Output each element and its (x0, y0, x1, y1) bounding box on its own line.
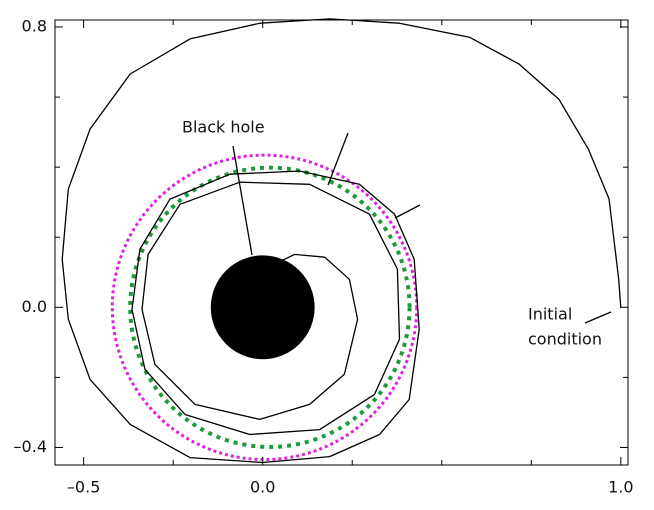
y-tick-label: –0.4 (14, 437, 47, 456)
pointers (232, 132, 612, 324)
circle (210, 255, 315, 360)
plot-frame (54, 19, 629, 466)
annotation: condition (528, 330, 602, 349)
annotation: Black hole (182, 118, 265, 137)
pointer (394, 204, 421, 219)
circle (110, 153, 419, 462)
x-tick-label: 1.0 (608, 478, 633, 497)
x-tick-label: 0.0 (250, 478, 275, 497)
pointer (327, 132, 349, 186)
pointer (584, 311, 612, 324)
circle (128, 165, 412, 449)
pointer (232, 145, 253, 256)
x-tick-label: –0.5 (67, 478, 100, 497)
trajectory (61, 18, 622, 464)
y-tick-label: 0.8 (22, 17, 47, 36)
y-tick-label: 0.0 (22, 297, 47, 316)
annotation: Initial (528, 305, 572, 324)
